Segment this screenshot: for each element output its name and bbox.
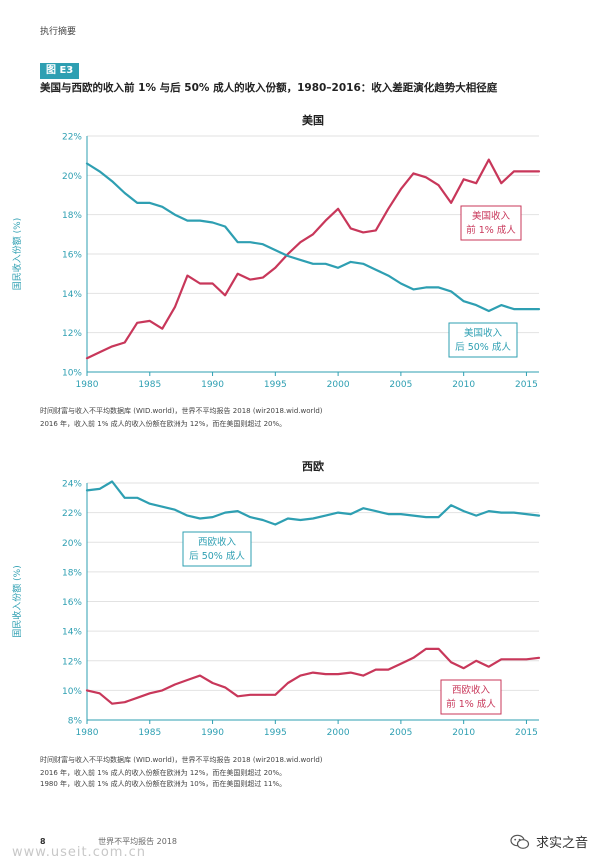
series-label-1: 美国收入 xyxy=(464,327,503,339)
series-line-0 xyxy=(85,158,541,360)
series-line-1 xyxy=(85,647,541,705)
x-tick-label: 2015 xyxy=(515,380,538,390)
chart-title: 西欧 xyxy=(302,459,324,473)
y-tick-label: 16% xyxy=(62,598,82,608)
y-tick-label: 18% xyxy=(62,211,82,221)
x-tick-label: 1985 xyxy=(138,728,161,738)
y-tick-label: 18% xyxy=(62,568,82,578)
series-label-box-1 xyxy=(448,322,518,358)
series-line-1 xyxy=(85,162,541,313)
wechat-icon xyxy=(510,834,530,849)
x-tick-label: 2010 xyxy=(452,728,475,738)
series-label-0: 美国收入 xyxy=(472,210,511,222)
x-tick-label: 2015 xyxy=(515,728,538,738)
us-note-1: 时间财富与收入不平均数据库 (WID.world)，世界不平均报告 2018 (… xyxy=(40,407,323,415)
eu-chart-svg: 西欧 8% 10% 12% 14% 16% 18% 20% 22% 24% 1980 1985 1990… xyxy=(11,459,541,738)
series-label-1: 后 50% 成人 xyxy=(455,341,511,353)
x-tick-label: 1995 xyxy=(264,728,287,738)
watermark-brand-text: 求实之音 xyxy=(535,836,588,851)
us-note-2: 2016 年，收入前 1% 成人的收入份额在欧洲为 12%，而在美国则超过 20… xyxy=(40,420,287,428)
figure-title: 美国与西欧的收入前 1% 与后 50% 成人的收入份额，1980–2016：收入… xyxy=(40,82,498,94)
eu-note-1: 时间财富与收入不平均数据库 (WID.world)，世界不平均报告 2018 (… xyxy=(40,756,323,764)
series-label-0: 后 50% 成人 xyxy=(189,550,245,562)
watermark-url: www.useit.com.cn xyxy=(12,845,146,860)
series-label-1: 西欧收入 xyxy=(452,684,491,696)
x-tick-label: 1980 xyxy=(76,380,99,390)
series-label-box-0 xyxy=(182,531,252,567)
series-label-1: 前 1% 成人 xyxy=(446,698,496,710)
y-axis-label: 国民收入份额 (%) xyxy=(11,565,23,637)
watermark-brand: 求实之音 xyxy=(510,832,588,851)
series-label-box-0 xyxy=(460,205,522,241)
eu-note-2: 2016 年，收入前 1% 成人的收入份额在欧洲为 12%，而在美国则超过 20… xyxy=(40,769,287,777)
page-footer: 8 世界不平均报告 2018 xyxy=(40,836,177,847)
y-tick-label: 14% xyxy=(62,290,82,300)
y-tick-label: 10% xyxy=(62,369,82,379)
y-tick-label: 10% xyxy=(62,687,82,697)
y-tick-label: 16% xyxy=(62,251,82,261)
y-tick-label: 22% xyxy=(62,133,82,143)
x-tick-label: 1995 xyxy=(264,380,287,390)
chart-title: 美国 xyxy=(302,113,324,127)
page-number: 8 xyxy=(40,837,46,846)
series-line-0 xyxy=(85,480,541,526)
y-tick-label: 22% xyxy=(62,509,82,519)
x-tick-label: 2005 xyxy=(389,728,412,738)
x-tick-label: 2000 xyxy=(327,728,350,738)
x-tick-label: 2010 xyxy=(452,380,475,390)
x-tick-label: 2005 xyxy=(389,380,412,390)
y-tick-label: 14% xyxy=(62,628,82,638)
eu-note-3: 1980 年，收入前 1% 成人的收入份额在欧洲为 10%，而在美国则超过 11… xyxy=(40,780,287,788)
eu-chart: 西欧 8% 10% 12% 14% 16% 18% 20% 22% 24% 1980 1985 1990… xyxy=(11,459,541,738)
y-tick-label: 20% xyxy=(62,172,82,182)
us-chart: 美国 10% 12% 14% 16% 18% 20% 22% 1980 1985 1990 1995 2… xyxy=(0,0,600,400)
y-tick-label: 20% xyxy=(62,539,82,549)
report-name: 世界不平均报告 2018 xyxy=(98,837,178,846)
y-tick-label: 8% xyxy=(68,717,83,727)
series-label-box-1 xyxy=(440,679,502,715)
y-axis-label: 国民收入份额 (%) xyxy=(11,218,23,290)
x-tick-label: 1985 xyxy=(138,380,161,390)
figure-label: 图 E3 xyxy=(40,63,80,79)
series-label-0: 西欧收入 xyxy=(198,536,237,548)
y-tick-label: 24% xyxy=(62,480,82,490)
x-tick-label: 1980 xyxy=(76,728,99,738)
x-tick-label: 1990 xyxy=(201,380,224,390)
us-chart-svg: 美国 10% 12% 14% 16% 18% 20% 22% 1980 1985 1990 1995 2… xyxy=(11,113,541,390)
series-label-0: 前 1% 成人 xyxy=(466,224,516,236)
section-header: 执行摘要 xyxy=(40,27,77,37)
x-tick-label: 1990 xyxy=(201,728,224,738)
y-tick-label: 12% xyxy=(62,329,82,339)
y-tick-label: 12% xyxy=(62,657,82,667)
x-tick-label: 2000 xyxy=(327,380,350,390)
